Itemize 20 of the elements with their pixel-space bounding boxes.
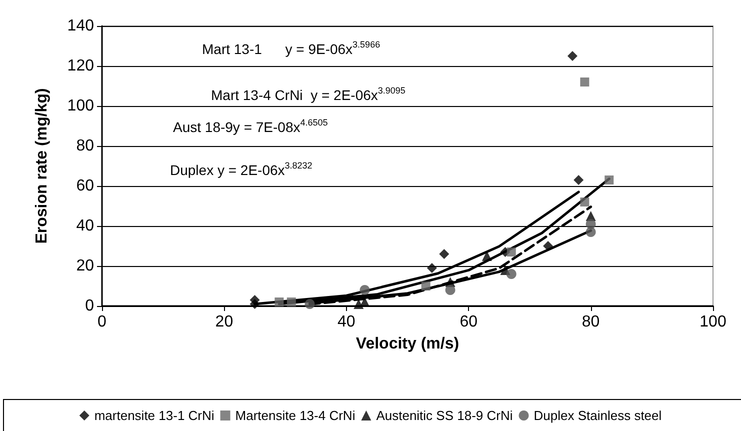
x-tick-label: 60 (460, 314, 478, 330)
y-tick-label: 80 (76, 138, 94, 154)
x-tick-label: 80 (582, 314, 600, 330)
y-tick-label: 120 (67, 58, 94, 74)
y-axis-title: Erosion rate (mg/kg) (34, 88, 50, 244)
x-tick-label: 20 (215, 314, 234, 330)
y-tick-label: 60 (76, 178, 94, 194)
y-tick-label: 140 (67, 18, 94, 34)
x-tick-label: 100 (700, 314, 726, 330)
y-tick-label: 100 (67, 98, 94, 114)
y-tick-label: 0 (85, 298, 94, 314)
y-tick-label: 40 (76, 218, 94, 234)
x-axis-title: Velocity (m/s) (356, 336, 460, 352)
legend-label: Duplex Stainless steel (534, 408, 662, 423)
y-tick-label: 20 (76, 258, 94, 274)
x-tick-label: 0 (98, 314, 107, 330)
x-tick-label: 40 (338, 314, 356, 330)
legend-label: Austenitic SS 18-9 CrNi (376, 408, 513, 423)
legend-label: martensite 13-1 CrNi (94, 408, 214, 423)
legend-label: Martensite 13-4 CrNi (235, 408, 356, 423)
